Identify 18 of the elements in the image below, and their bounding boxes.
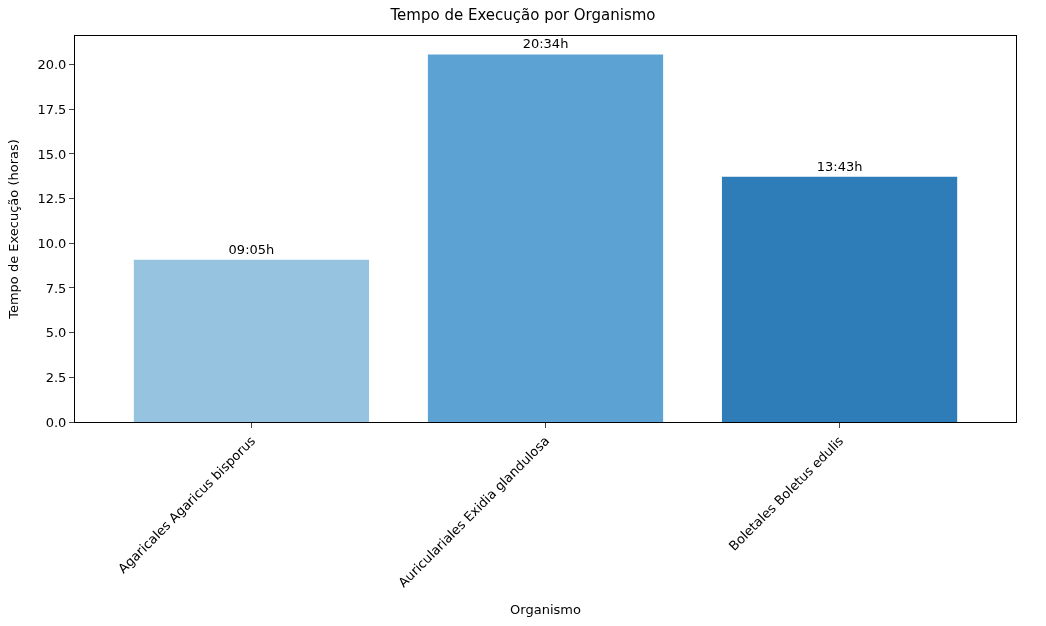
- y-tick-label: 0.0: [45, 414, 67, 430]
- bar: [721, 176, 958, 422]
- y-tick-label: 5.0: [45, 325, 67, 341]
- chart-title: Tempo de Execução por Organismo: [389, 5, 656, 24]
- data-label: 20:34h: [522, 36, 569, 52]
- y-tick-label: 2.5: [45, 369, 67, 385]
- data-label: 09:05h: [228, 241, 275, 257]
- data-label: 13:43h: [816, 158, 863, 174]
- y-tick-label: 15.0: [37, 146, 67, 162]
- y-tick-label: 7.5: [45, 280, 67, 296]
- y-tick-label: 12.5: [37, 191, 67, 207]
- y-tick-label: 10.0: [37, 235, 67, 251]
- y-tick-label: 20.0: [37, 57, 67, 73]
- bar: [427, 54, 664, 422]
- bar: [133, 259, 370, 422]
- x-axis-title: Organismo: [510, 601, 581, 617]
- y-axis-title: Tempo de Execução (horas): [6, 139, 22, 320]
- y-tick-label: 17.5: [37, 101, 67, 117]
